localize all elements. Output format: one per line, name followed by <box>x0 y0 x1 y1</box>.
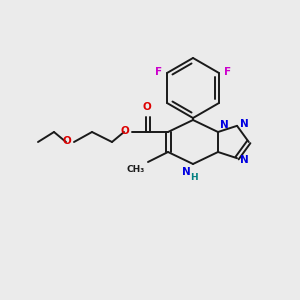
Text: N: N <box>240 155 249 165</box>
Text: F: F <box>224 67 231 77</box>
Text: O: O <box>142 102 152 112</box>
Text: CH₃: CH₃ <box>127 165 145 174</box>
Text: O: O <box>120 126 129 136</box>
Text: F: F <box>155 67 162 77</box>
Text: N: N <box>182 167 191 177</box>
Text: N: N <box>220 120 229 130</box>
Text: H: H <box>190 173 198 182</box>
Text: O: O <box>62 136 71 146</box>
Text: N: N <box>240 119 249 129</box>
